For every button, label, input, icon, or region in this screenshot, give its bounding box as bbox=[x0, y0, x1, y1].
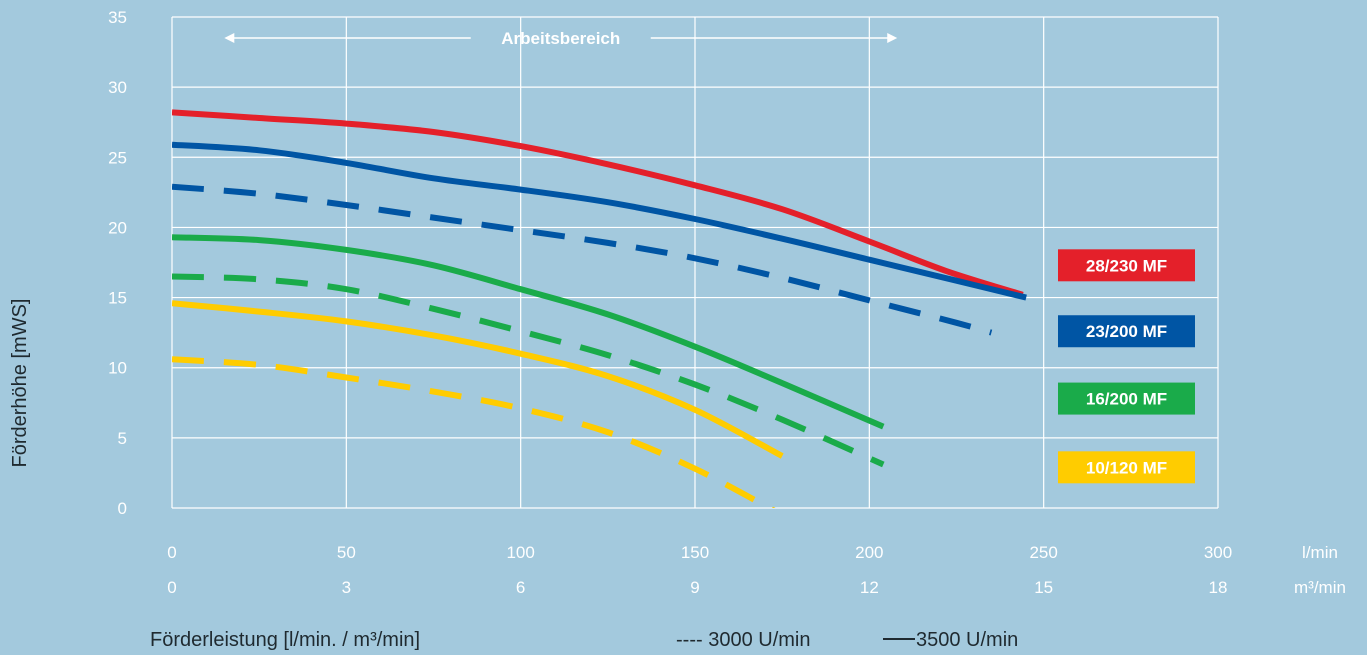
curve-28-230-mf-3500 bbox=[172, 109, 1024, 298]
y-tick-label: 25 bbox=[108, 148, 127, 167]
x2-tick-label: 6 bbox=[516, 578, 525, 597]
y-tick-label: 15 bbox=[108, 289, 127, 308]
x-tick-label: 150 bbox=[681, 543, 709, 562]
x-tick-label: 300 bbox=[1204, 543, 1232, 562]
x-tick-label: 250 bbox=[1029, 543, 1057, 562]
y-tick-label: 20 bbox=[108, 218, 127, 237]
y-tick-label: 0 bbox=[118, 499, 127, 518]
badge-23-200-mf bbox=[1058, 315, 1195, 348]
x-tick-label: 200 bbox=[855, 543, 883, 562]
x2-tick-label: 12 bbox=[860, 578, 879, 597]
x-axis-unit: l/min bbox=[1302, 543, 1338, 562]
x-tick-label: 100 bbox=[506, 543, 534, 562]
badge-28-230-mf bbox=[1058, 249, 1195, 282]
badge-label: 23/200 MF bbox=[1086, 322, 1167, 341]
y-axis-ticks: 0 5 10 15 20 25 30 35 bbox=[108, 8, 127, 518]
badge-label: 16/200 MF bbox=[1086, 390, 1167, 409]
working-range-label: Arbeitsbereich bbox=[501, 29, 620, 48]
curve-10-120-mf-3000 bbox=[172, 356, 776, 508]
series-badges: 28/230 MF 23/200 MF 16/200 MF 10/120 MF bbox=[1058, 249, 1195, 484]
x-tick-label: 0 bbox=[167, 543, 176, 562]
series-curves bbox=[172, 109, 1027, 508]
line-style-legend: ---- 3000 U/min 3500 U/min bbox=[676, 629, 1018, 651]
y-tick-label: 10 bbox=[108, 359, 127, 378]
legend-dashed-label: ---- 3000 U/min bbox=[676, 629, 810, 651]
y-tick-label: 30 bbox=[108, 78, 127, 97]
curve-16-200-mf-3500 bbox=[172, 234, 885, 430]
x2-tick-label: 15 bbox=[1034, 578, 1053, 597]
legend-solid-label: 3500 U/min bbox=[916, 629, 1018, 651]
badge-label: 10/120 MF bbox=[1086, 458, 1167, 477]
badge-16-200-mf bbox=[1058, 382, 1195, 415]
x-axis-ticks: 0 50 100 150 200 250 300 l/min bbox=[167, 543, 1338, 562]
curve-23-200-mf-3500 bbox=[172, 141, 1027, 301]
x-axis-title: Förderleistung [l/min. / m³/min] bbox=[150, 629, 420, 651]
y-tick-label: 5 bbox=[118, 429, 127, 448]
working-range-annotation: Arbeitsbereich bbox=[224, 29, 898, 48]
x2-tick-label: 3 bbox=[342, 578, 351, 597]
x2-axis-unit: m³/min bbox=[1294, 578, 1346, 597]
curve-16-200-mf-3000 bbox=[172, 273, 885, 468]
x2-tick-label: 0 bbox=[167, 578, 176, 597]
arrow-left-icon bbox=[224, 33, 235, 44]
curve-10-120-mf-3500 bbox=[172, 300, 784, 459]
badge-label: 28/230 MF bbox=[1086, 256, 1167, 275]
arrow-right-icon bbox=[887, 33, 898, 44]
badge-10-120-mf bbox=[1058, 451, 1195, 484]
x2-tick-label: 18 bbox=[1209, 578, 1228, 597]
x-tick-label: 50 bbox=[337, 543, 356, 562]
y-tick-label: 35 bbox=[108, 8, 127, 27]
curve-23-200-mf-3000 bbox=[172, 183, 993, 336]
y-axis-title: Förderhöhe [mWS] bbox=[9, 299, 31, 468]
x2-axis-ticks: 0 3 6 9 12 15 18 m³/min bbox=[167, 578, 1346, 597]
x2-tick-label: 9 bbox=[690, 578, 699, 597]
